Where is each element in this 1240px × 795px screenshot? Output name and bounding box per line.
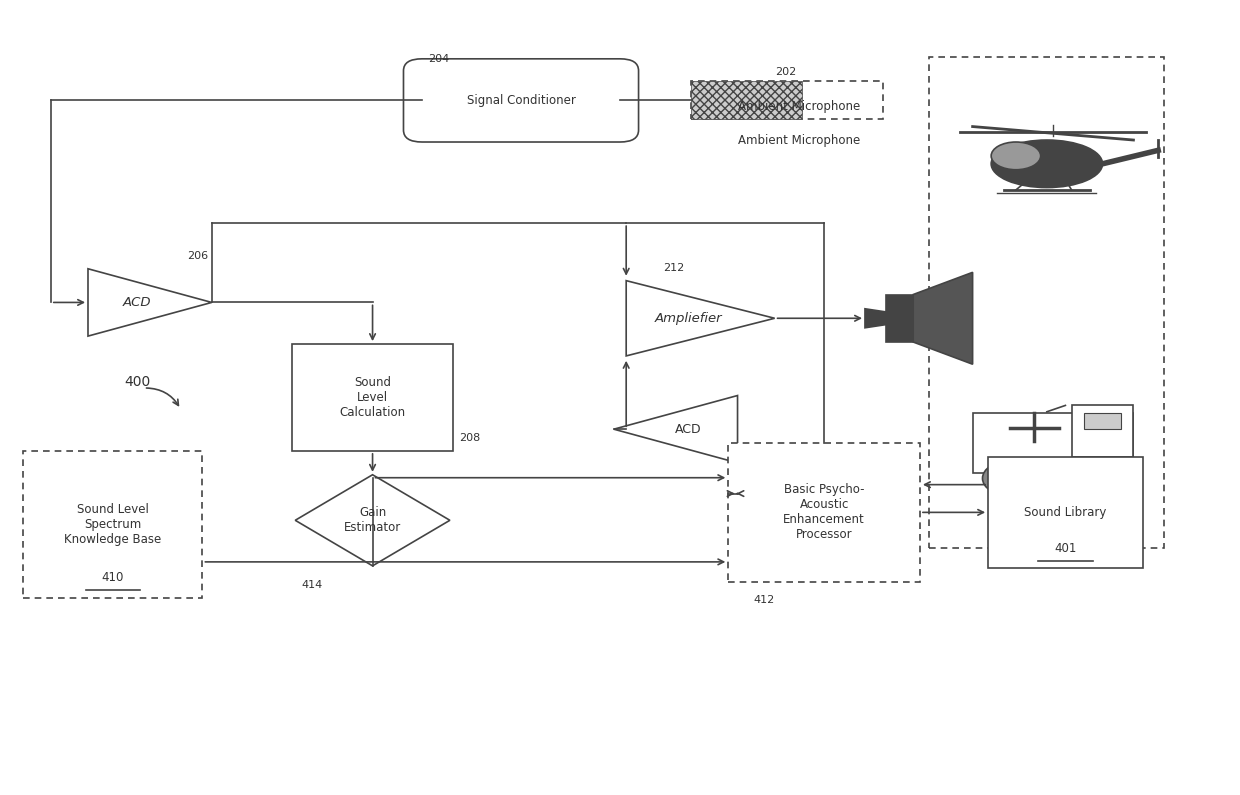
FancyBboxPatch shape [403, 59, 639, 142]
Text: Basic Psycho-
Acoustic
Enhancement
Processor: Basic Psycho- Acoustic Enhancement Proce… [784, 483, 866, 541]
Polygon shape [626, 281, 775, 356]
FancyBboxPatch shape [1071, 405, 1133, 457]
FancyBboxPatch shape [988, 457, 1143, 568]
Text: 400: 400 [124, 374, 150, 389]
Polygon shape [614, 396, 738, 463]
Text: ACD: ACD [675, 423, 702, 436]
Text: Ampliefier: Ampliefier [655, 312, 722, 325]
Text: 414: 414 [301, 580, 322, 590]
Polygon shape [295, 475, 450, 566]
Circle shape [1069, 461, 1123, 496]
FancyBboxPatch shape [691, 81, 883, 119]
Polygon shape [88, 269, 212, 336]
Text: 206: 206 [187, 251, 208, 261]
FancyBboxPatch shape [887, 294, 913, 342]
Polygon shape [913, 273, 972, 364]
Text: 412: 412 [753, 595, 774, 606]
Text: Signal Conditioner: Signal Conditioner [466, 94, 575, 107]
Polygon shape [866, 308, 887, 328]
Text: 208: 208 [459, 433, 480, 443]
FancyBboxPatch shape [24, 451, 202, 598]
Text: 204: 204 [428, 54, 449, 64]
FancyBboxPatch shape [293, 344, 453, 451]
FancyBboxPatch shape [972, 413, 1133, 473]
Text: 212: 212 [663, 262, 684, 273]
Ellipse shape [991, 142, 1040, 170]
Text: Gain
Estimator: Gain Estimator [343, 506, 402, 534]
Text: Sound Level
Spectrum
Knowledge Base: Sound Level Spectrum Knowledge Base [64, 502, 161, 545]
Text: ACD: ACD [123, 296, 151, 309]
FancyBboxPatch shape [728, 443, 920, 582]
FancyBboxPatch shape [929, 57, 1164, 548]
Text: Sound Library: Sound Library [1024, 506, 1106, 519]
Text: Ambient Microphone: Ambient Microphone [738, 134, 861, 147]
FancyBboxPatch shape [691, 81, 802, 119]
Text: Sound
Level
Calculation: Sound Level Calculation [340, 376, 405, 419]
Text: 202: 202 [775, 68, 796, 77]
Text: Ambient Microphone: Ambient Microphone [738, 100, 861, 114]
Text: 410: 410 [102, 572, 124, 584]
Ellipse shape [991, 140, 1102, 188]
Text: 401: 401 [1054, 541, 1076, 555]
FancyBboxPatch shape [1084, 413, 1121, 429]
Circle shape [982, 461, 1037, 496]
